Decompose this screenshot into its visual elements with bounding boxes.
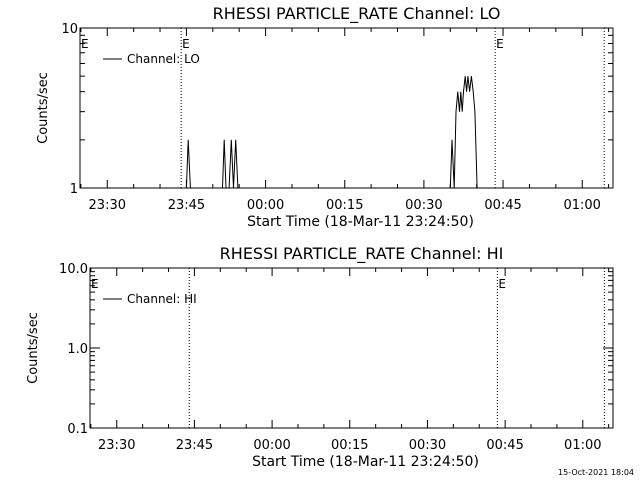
panel-hi-y-axis-label: Counts/sec xyxy=(26,312,41,384)
panel-hi-x-tick-label: 01:00 xyxy=(564,438,601,453)
panel-hi-y-tick-label: 1.0 xyxy=(67,342,88,357)
panel-lo-series-segment-1 xyxy=(222,139,227,189)
panel-lo-series-segment-0 xyxy=(185,139,191,189)
panel-lo-event-label-1: E xyxy=(496,37,504,51)
panel-lo-y-tick-label: 1 xyxy=(70,182,78,197)
panel-hi-x-tick-label: 23:30 xyxy=(98,438,135,453)
panel-lo-x-axis-label: Start Time (18-Mar-11 23:24:50) xyxy=(247,214,474,230)
panel-lo-legend-label: Channel: LO xyxy=(127,52,200,66)
panel-lo-x-tick-label: 00:30 xyxy=(405,198,442,213)
panel-hi-y-tick-label: 0.1 xyxy=(67,422,88,437)
plot-timestamp: 15-Oct-2021 18:04 xyxy=(558,468,634,477)
panel-lo-x-tick-label: 00:15 xyxy=(326,198,363,213)
panel-lo-x-tick-label: 23:30 xyxy=(89,198,126,213)
panel-hi-title: RHESSI PARTICLE_RATE Channel: HI xyxy=(220,244,504,264)
panel-hi-event-label-1: E xyxy=(498,277,506,291)
panel-lo-title: RHESSI PARTICLE_RATE Channel: LO xyxy=(213,4,501,24)
panel-hi-x-tick-label: 00:15 xyxy=(331,438,368,453)
panel-lo-series-segment-2 xyxy=(228,139,239,189)
panel-lo-event-label-0: E xyxy=(182,37,190,51)
panel-lo: RHESSI PARTICLE_RATE Channel: LO Start T… xyxy=(36,4,614,230)
panel-lo-x-tick-label: 23:45 xyxy=(168,198,205,213)
panel-hi-y-tick-label: 10.0 xyxy=(59,262,88,277)
panel-lo-x-tick-label: 00:00 xyxy=(247,198,284,213)
panel-lo-series-segment-3 xyxy=(449,76,478,189)
panel-hi-x-tick-label: 00:45 xyxy=(486,438,523,453)
panel-lo-x-tick-label: 00:45 xyxy=(484,198,521,213)
panel-hi-x-axis-label: Start Time (18-Mar-11 23:24:50) xyxy=(252,454,479,470)
panel-hi: RHESSI PARTICLE_RATE Channel: HI Start T… xyxy=(26,244,614,470)
panel-lo-frame xyxy=(79,27,614,189)
panel-lo-x-tick-label: 01:00 xyxy=(563,198,600,213)
panel-hi-marks: 23:30 23:45 00:00 00:15 00:30 00:45 01:00 0.1 1.… xyxy=(59,262,613,453)
panel-hi-legend-label: Channel: HI xyxy=(127,292,197,306)
panel-lo-y-tick-label: 10 xyxy=(61,22,78,37)
panel-hi-x-tick-label: 00:30 xyxy=(409,438,446,453)
panel-lo-y-axis-label: Counts/sec xyxy=(36,72,51,144)
panel-hi-x-tick-label: 23:45 xyxy=(176,438,213,453)
panel-hi-x-tick-label: 00:00 xyxy=(253,438,290,453)
panel-hi-edge-marker: E xyxy=(91,277,99,291)
panel-lo-marks: 23:30 23:45 00:00 00:15 00:30 00:45 01:00 1 10 E E xyxy=(61,22,613,213)
